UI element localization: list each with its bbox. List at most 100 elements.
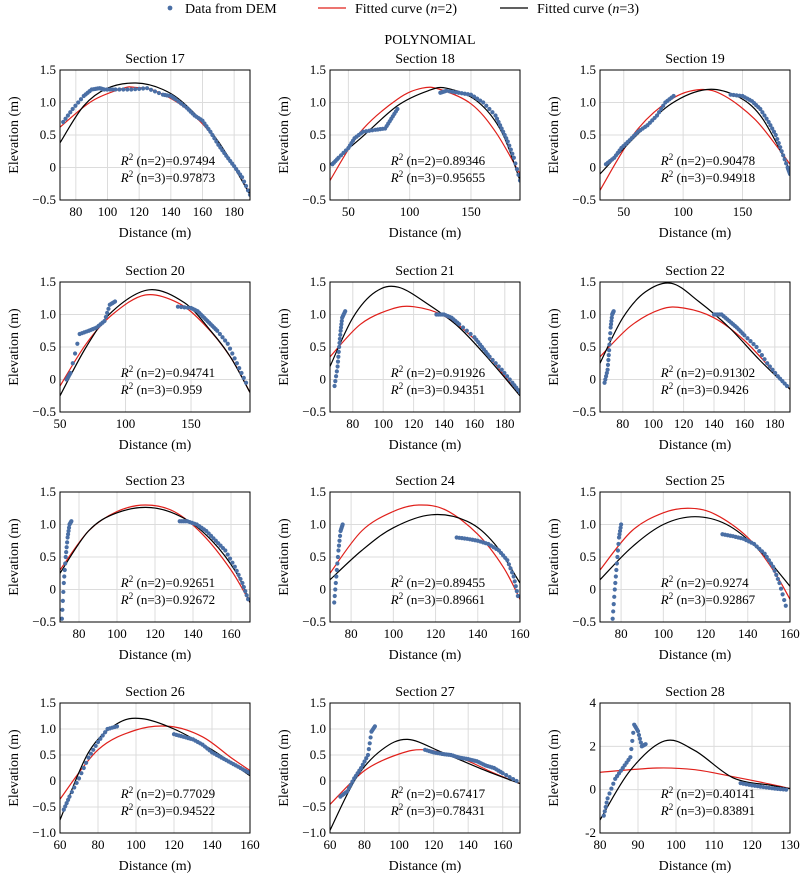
plot-frame: [329, 491, 521, 623]
data-point: [86, 755, 91, 760]
data-point: [605, 362, 611, 367]
data-point: [506, 562, 512, 567]
y-tick-label: −0.5: [32, 799, 56, 814]
data-point: [656, 110, 662, 115]
data-point: [61, 119, 66, 125]
data-point: [661, 103, 666, 108]
data-point: [515, 593, 520, 599]
data-point: [337, 340, 342, 346]
data-point: [337, 344, 342, 350]
data-point: [214, 139, 219, 144]
panel-title: Section 24: [395, 474, 455, 489]
data-point: [69, 519, 74, 524]
r2-annotation: R2 (n=3)=0.9426: [660, 381, 749, 397]
y-tick-label: −1.0: [302, 825, 326, 840]
legend-data-label: Data from DEM: [185, 2, 277, 17]
data-point: [471, 94, 477, 99]
x-axis-label: Distance (m): [119, 859, 192, 874]
data-point: [611, 781, 616, 786]
data-point: [102, 318, 107, 324]
data-point: [630, 738, 635, 744]
data-point: [507, 143, 512, 148]
x-tick-label: 150: [733, 204, 753, 219]
data-point: [787, 171, 790, 177]
data-point: [336, 354, 341, 359]
data-point: [494, 116, 500, 121]
data-point: [335, 554, 341, 560]
y-tick-label: 1.0: [310, 721, 326, 736]
data-point: [239, 175, 245, 180]
plot-frame: [599, 281, 791, 413]
data-point: [60, 607, 65, 612]
r2-annotation: R2 (n=3)=0.959: [120, 381, 202, 397]
data-point: [616, 535, 622, 540]
chart-panel-8: Section 24 80 100 120 140 160 −0.5 0 0.5 1.0 1.5 Di…: [277, 474, 530, 663]
x-tick-label: 120: [145, 626, 165, 641]
x-tick-label: 100: [98, 204, 118, 219]
r2-annotation: R2 (n=3)=0.94522: [120, 802, 215, 818]
fit-curve-n2: [60, 725, 250, 800]
data-point: [212, 136, 217, 141]
data-point: [619, 522, 624, 527]
x-tick-label: 100: [389, 837, 409, 852]
data-point: [337, 538, 342, 543]
data-point: [65, 535, 70, 540]
data-point: [757, 546, 762, 551]
data-point: [654, 113, 660, 118]
x-axis-label: Distance (m): [389, 859, 462, 874]
x-tick-label: 100: [673, 204, 693, 219]
y-tick-label: 0: [320, 582, 327, 597]
data-point: [64, 550, 69, 555]
data-point: [63, 561, 68, 566]
r2-annotation: R2 (n=2)=0.90478: [660, 152, 755, 168]
y-tick-label: -2: [585, 825, 596, 840]
y-axis-label: Elevation (m): [7, 96, 22, 174]
data-point: [185, 305, 190, 310]
data-point: [243, 589, 248, 594]
data-point: [611, 309, 616, 314]
plot-frame: [329, 281, 521, 413]
data-point: [507, 377, 512, 382]
data-point: [234, 361, 239, 366]
data-point: [496, 364, 501, 369]
y-tick-label: −0.5: [572, 614, 596, 629]
fit-curve-n2: [600, 767, 790, 790]
r2-annotation: R2 (n=2)=0.40141: [660, 785, 755, 801]
data-point: [606, 357, 611, 363]
y-tick-label: 1.5: [580, 484, 596, 499]
y-tick-label: 0: [50, 372, 57, 387]
data-point: [782, 597, 787, 603]
plot-frame: [329, 702, 521, 834]
data-point: [346, 786, 352, 791]
data-point: [614, 567, 619, 573]
data-point: [607, 791, 612, 796]
x-tick-label: 150: [461, 204, 481, 219]
y-tick-label: 1.5: [40, 274, 56, 289]
r2-annotation: R2 (n=3)=0.97873: [120, 169, 215, 185]
data-point: [759, 353, 764, 358]
data-point: [765, 361, 770, 366]
data-point: [468, 92, 474, 97]
x-tick-label: 50: [54, 416, 67, 431]
data-point: [774, 572, 779, 577]
data-point: [764, 554, 769, 560]
y-tick-label: −0.5: [302, 799, 326, 814]
data-point: [762, 357, 767, 362]
x-tick-label: 160: [493, 837, 513, 852]
data-point: [345, 789, 350, 794]
data-point: [778, 145, 783, 150]
r2-annotation: R2 (n=2)=0.77029: [120, 785, 215, 801]
data-point: [360, 762, 365, 767]
data-point: [65, 540, 70, 545]
y-tick-label: 1.0: [310, 307, 326, 322]
data-point: [334, 574, 339, 579]
data-point: [783, 603, 788, 608]
x-tick-label: 140: [434, 416, 454, 431]
data-point: [613, 574, 618, 579]
data-point: [782, 157, 787, 162]
data-point: [768, 561, 774, 566]
plot-area: [600, 88, 790, 191]
data-point: [244, 593, 249, 598]
y-tick-label: 1.5: [310, 274, 326, 289]
data-point: [628, 755, 633, 760]
